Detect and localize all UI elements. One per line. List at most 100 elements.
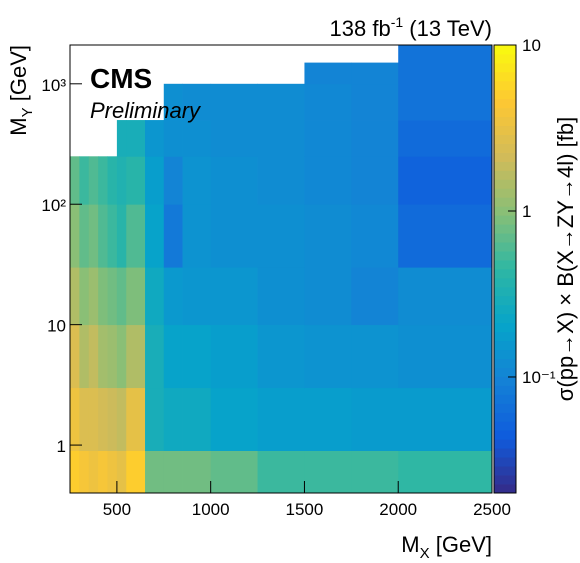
heatmap-cell	[145, 120, 165, 157]
heatmap-cell	[126, 156, 146, 205]
heatmap-cell	[145, 450, 165, 494]
colorbar-step	[494, 170, 516, 180]
y-label-main: M	[6, 117, 31, 135]
heatmap-cell	[351, 450, 399, 494]
heatmap-cell	[182, 156, 212, 205]
heatmap-cell	[98, 324, 108, 389]
colorbar-step	[494, 62, 516, 73]
y-tick-label: 10²	[41, 196, 66, 215]
heatmap-cell	[182, 83, 212, 121]
heatmap-cell	[163, 83, 183, 121]
colorbar-step	[494, 421, 516, 431]
heatmap-cell	[210, 387, 258, 451]
colorbar-step	[494, 206, 516, 216]
heatmap-cell	[257, 324, 305, 389]
heatmap-cell	[126, 450, 146, 494]
heatmap-cell	[398, 267, 493, 326]
heatmap-cell	[116, 156, 127, 205]
colorbar-step	[494, 242, 516, 252]
colorbar-step	[494, 430, 516, 440]
colorbar-step	[494, 439, 516, 449]
heatmap-cell	[257, 450, 305, 494]
heatmap-cell	[98, 387, 108, 451]
heatmap-cell	[163, 204, 183, 268]
colorbar-step	[494, 322, 516, 333]
heatmap-cell	[257, 387, 305, 451]
colorbar-step	[494, 143, 516, 153]
colorbar-frame	[493, 44, 517, 494]
heatmap-cell	[107, 156, 118, 205]
heatmap-cell	[257, 267, 305, 326]
heatmap-cell	[182, 120, 212, 157]
heatmap-cell	[351, 324, 399, 389]
heatmap-cell	[163, 324, 183, 389]
heatmap-cell	[210, 267, 258, 326]
heatmap-cell	[351, 387, 399, 451]
heatmap-cell	[182, 324, 212, 389]
colorbar-step	[494, 260, 516, 270]
heatmap-cell	[304, 83, 352, 121]
heatmap-cell	[107, 204, 118, 268]
x-label-sub: X	[420, 545, 430, 562]
heatmap-cell	[351, 204, 399, 268]
colorbar-step	[494, 358, 516, 368]
heatmap-cell	[116, 450, 127, 494]
heatmap-cell	[107, 267, 118, 326]
heatmap-cell	[210, 120, 258, 157]
heatmap-cell	[163, 120, 183, 157]
colorbar-step	[494, 125, 516, 135]
heatmap-cell	[88, 267, 99, 326]
x-axis-label: MX [GeV]	[401, 532, 492, 562]
heatmap-cell	[398, 45, 493, 63]
heatmap-cell	[351, 267, 399, 326]
heatmap-cell	[257, 204, 305, 268]
heatmap-cell	[398, 387, 493, 451]
heatmap-cell	[116, 120, 127, 157]
heatmap-cell	[398, 324, 493, 389]
colorbar-step	[494, 385, 516, 395]
heatmap-cell	[70, 450, 80, 494]
heatmap-cell	[107, 324, 118, 389]
heatmap-cell	[88, 450, 99, 494]
lumi-label: 138 fb-1 (13 TeV)	[330, 14, 492, 41]
heatmap-cell	[398, 156, 493, 205]
heatmap-cell	[182, 450, 212, 494]
heatmap-cell	[398, 450, 493, 494]
heatmap-cell	[257, 156, 305, 205]
colorbar-step	[494, 340, 516, 351]
heatmap-cell	[126, 387, 146, 451]
heatmap-cell	[145, 324, 165, 389]
heatmap-cell	[70, 204, 80, 268]
heatmap-cell	[398, 83, 493, 121]
heatmap-cell	[257, 120, 305, 157]
z-tick-label: 10⁻¹	[522, 368, 556, 387]
heatmap-cell	[107, 387, 118, 451]
z-axis-label: σ(pp→X) × B(X→ZY→4l) [fb]	[553, 117, 578, 401]
heatmap-cell	[304, 267, 352, 326]
colorbar-step	[494, 161, 516, 171]
heatmap-cell	[79, 267, 90, 326]
heatmap-cell	[70, 387, 80, 451]
heatmap-cell	[351, 156, 399, 205]
heatmap-cell	[163, 387, 183, 451]
y-tick-label: 1	[57, 437, 66, 456]
heatmap-cell	[98, 450, 108, 494]
z-tick-label: 1	[522, 202, 531, 221]
colorbar-step	[494, 475, 516, 485]
x-tick-label: 2000	[379, 500, 417, 519]
lumi-sup: -1	[391, 14, 404, 30]
colorbar-step	[494, 197, 516, 207]
colorbar-step	[494, 367, 516, 377]
heatmap-cell	[98, 267, 108, 326]
x-tick-label: 500	[103, 500, 131, 519]
heatmap-cell	[145, 387, 165, 451]
heatmap-cell	[163, 267, 183, 326]
colorbar-step	[494, 349, 516, 359]
colorbar-step	[494, 53, 516, 64]
y-label-sub: Y	[19, 107, 36, 117]
heatmap-cell	[210, 156, 258, 205]
heatmap-cell	[304, 324, 352, 389]
colorbar-step	[494, 107, 516, 118]
z-tick-label: 10	[522, 36, 541, 55]
